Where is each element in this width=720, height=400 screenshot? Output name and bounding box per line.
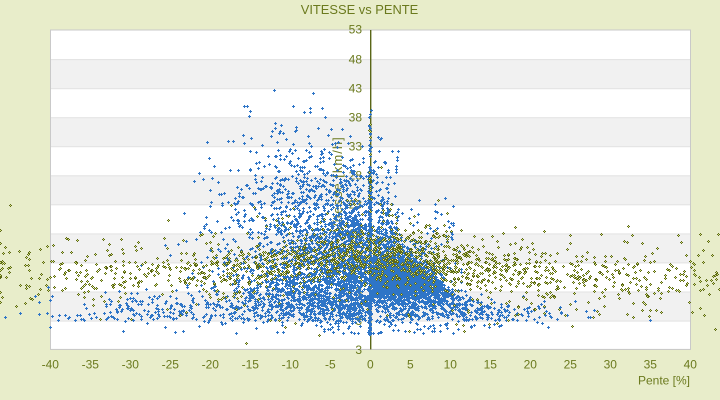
svg-text:-25: -25 (162, 358, 180, 372)
svg-text:30: 30 (604, 358, 618, 372)
svg-text:0: 0 (367, 358, 374, 372)
svg-text:5: 5 (407, 358, 414, 372)
svg-text:-40: -40 (42, 358, 60, 372)
svg-text:Pente [%]: Pente [%] (638, 374, 690, 388)
svg-text:15: 15 (484, 358, 498, 372)
svg-text:40: 40 (684, 358, 698, 372)
svg-text:-35: -35 (82, 358, 100, 372)
svg-text:53: 53 (349, 23, 363, 37)
svg-text:10: 10 (444, 358, 458, 372)
svg-text:-5: -5 (325, 358, 336, 372)
svg-text:25: 25 (564, 358, 578, 372)
svg-text:48: 48 (349, 52, 363, 66)
svg-text:33: 33 (349, 139, 363, 153)
svg-text:-10: -10 (282, 358, 300, 372)
svg-text:43: 43 (349, 81, 363, 95)
svg-text:-30: -30 (122, 358, 140, 372)
svg-text:35: 35 (644, 358, 658, 372)
svg-text:3: 3 (355, 343, 362, 357)
svg-text:VITESSE vs PENTE: VITESSE vs PENTE (301, 2, 419, 17)
svg-text:20: 20 (524, 358, 538, 372)
svg-text:38: 38 (349, 110, 363, 124)
svg-text:-15: -15 (242, 358, 260, 372)
svg-text:-20: -20 (202, 358, 220, 372)
